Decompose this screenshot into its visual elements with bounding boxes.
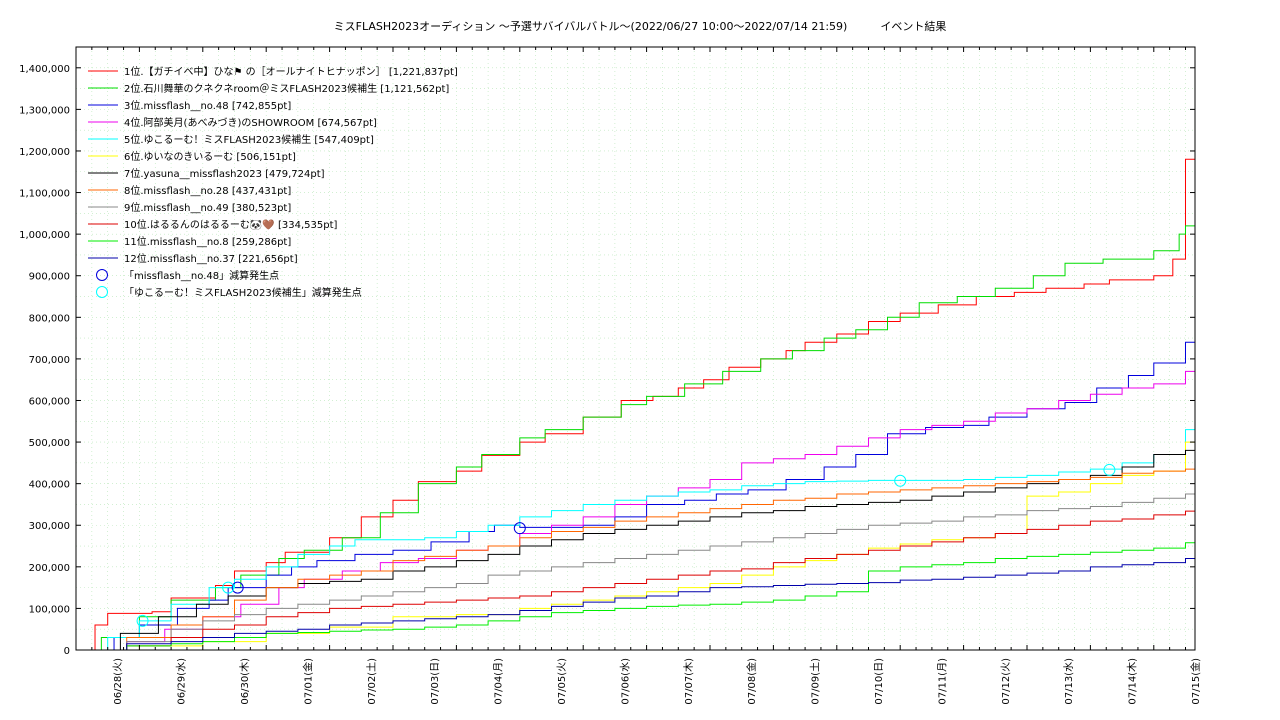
x-tick-label: 07/06(水) [619, 658, 631, 705]
legend: 1位.【ガチイベ中】ひな⚑ の［オールナイトヒナッポン］ [1,221,837p… [88, 65, 458, 299]
series-lines [76, 141, 1196, 651]
legend-label: 「ゆこるーむ！ミスFLASH2023候補生」減算発生点 [124, 286, 362, 299]
y-tick-label: 700,000 [29, 355, 70, 366]
y-tick-label: 500,000 [29, 438, 70, 449]
deduction-marker-point [222, 581, 235, 594]
axis-ticks: 0 100,000 200,000 300,000 400,000 500,000 600,… [19, 47, 1202, 705]
legend-label: 9位.missflash__no.49 [380,523pt] [124, 201, 291, 214]
legend-label: 5位.ゆこるーむ！ミスFLASH2023候補生 [547,409pt] [124, 133, 374, 146]
x-tick-label: 07/10(日) [874, 658, 885, 705]
legend-label: 7位.yasuna__missflash2023 [479,724pt] [124, 167, 325, 180]
legend-label: 1位.【ガチイベ中】ひな⚑ の［オールナイトヒナッポン］ [1,221,837p… [124, 65, 458, 78]
x-tick-label: 07/15(金) [1189, 658, 1202, 705]
x-tick-label: 07/09(土) [809, 658, 822, 705]
chart-title: ミスFLASH2023オーディション 〜予選サバイバルバトル〜(2022/06/… [333, 20, 947, 33]
series-line-7 [76, 449, 1196, 651]
deduction-marker-point [136, 614, 149, 627]
series-line-2 [76, 183, 1196, 651]
x-tick-label: 06/28(火) [112, 658, 124, 705]
y-tick-label: 900,000 [29, 272, 70, 283]
deduction-marker-point [513, 522, 526, 535]
x-tick-label: 07/02(土) [365, 658, 378, 705]
y-tick-label: 1,400,000 [19, 64, 70, 75]
legend-marker-swatch [96, 269, 108, 281]
series-line-12 [76, 557, 1196, 651]
y-tick-label: 1,200,000 [19, 147, 70, 158]
y-tick-label: 1,300,000 [19, 105, 70, 116]
x-tick-label: 07/07(木) [683, 658, 695, 705]
x-tick-label: 07/14(木) [1127, 658, 1139, 705]
y-tick-label: 100,000 [29, 604, 70, 615]
deduction-markers [136, 463, 1116, 627]
legend-label: 10位.はるるんのはるるーむ🐼🤎 [334,535pt] [124, 218, 338, 231]
y-tick-label: 300,000 [29, 521, 70, 532]
legend-label: 2位.石川舞華のクネクネroom＠ミスFLASH2023候補生 [1,121,5… [124, 82, 449, 95]
y-tick-label: 800,000 [29, 313, 70, 324]
legend-marker-swatch [96, 286, 108, 298]
x-tick-label: 07/13(水) [1063, 658, 1075, 705]
series-line-10 [76, 510, 1196, 651]
series-line-9 [76, 491, 1196, 651]
y-tick-label: 1,000,000 [19, 230, 70, 241]
legend-label: 11位.missflash__no.8 [259,286pt] [124, 235, 291, 248]
x-tick-label: 07/05(火) [556, 658, 568, 705]
series-line-6 [76, 439, 1196, 651]
legend-label: 4位.阿部美月(あべみづき)のSHOWROOM [674,567pt] [124, 116, 377, 129]
legend-label: 「missflash__no.48」減算発生点 [124, 269, 279, 282]
deduction-marker-point [894, 474, 907, 487]
deduction-marker-point [1103, 463, 1116, 476]
y-tick-label: 400,000 [29, 480, 70, 491]
legend-label: 3位.missflash__no.48 [742,855pt] [124, 99, 291, 112]
deduction-marker-point [231, 581, 244, 594]
x-tick-label: 07/03(日) [430, 658, 441, 705]
plot-frame [75, 46, 1196, 651]
x-tick-label: 07/08(金) [745, 658, 758, 705]
x-tick-label: 06/30(木) [239, 658, 251, 705]
y-tick-label: 200,000 [29, 563, 70, 574]
legend-label: 6位.ゆいなのきいるーむ [506,151pt] [124, 150, 296, 163]
series-line-11 [76, 542, 1196, 651]
y-tick-label: 600,000 [29, 396, 70, 407]
x-tick-label: 07/11(月) [936, 658, 948, 705]
x-tick-label: 07/04(月) [493, 658, 505, 705]
x-tick-label: 06/29(水) [176, 658, 188, 705]
legend-label: 8位.missflash__no.28 [437,431pt] [124, 184, 291, 197]
y-tick-label: 0 [64, 646, 70, 657]
series-line-4 [76, 369, 1196, 651]
x-tick-label: 07/12(火) [1000, 658, 1012, 705]
legend-label: 12位.missflash__no.37 [221,656pt] [124, 252, 298, 265]
x-tick-label: 07/01(金) [301, 658, 314, 705]
y-tick-label: 1,100,000 [19, 189, 70, 200]
series-line-8 [76, 468, 1196, 651]
series-line-5 [76, 422, 1196, 651]
